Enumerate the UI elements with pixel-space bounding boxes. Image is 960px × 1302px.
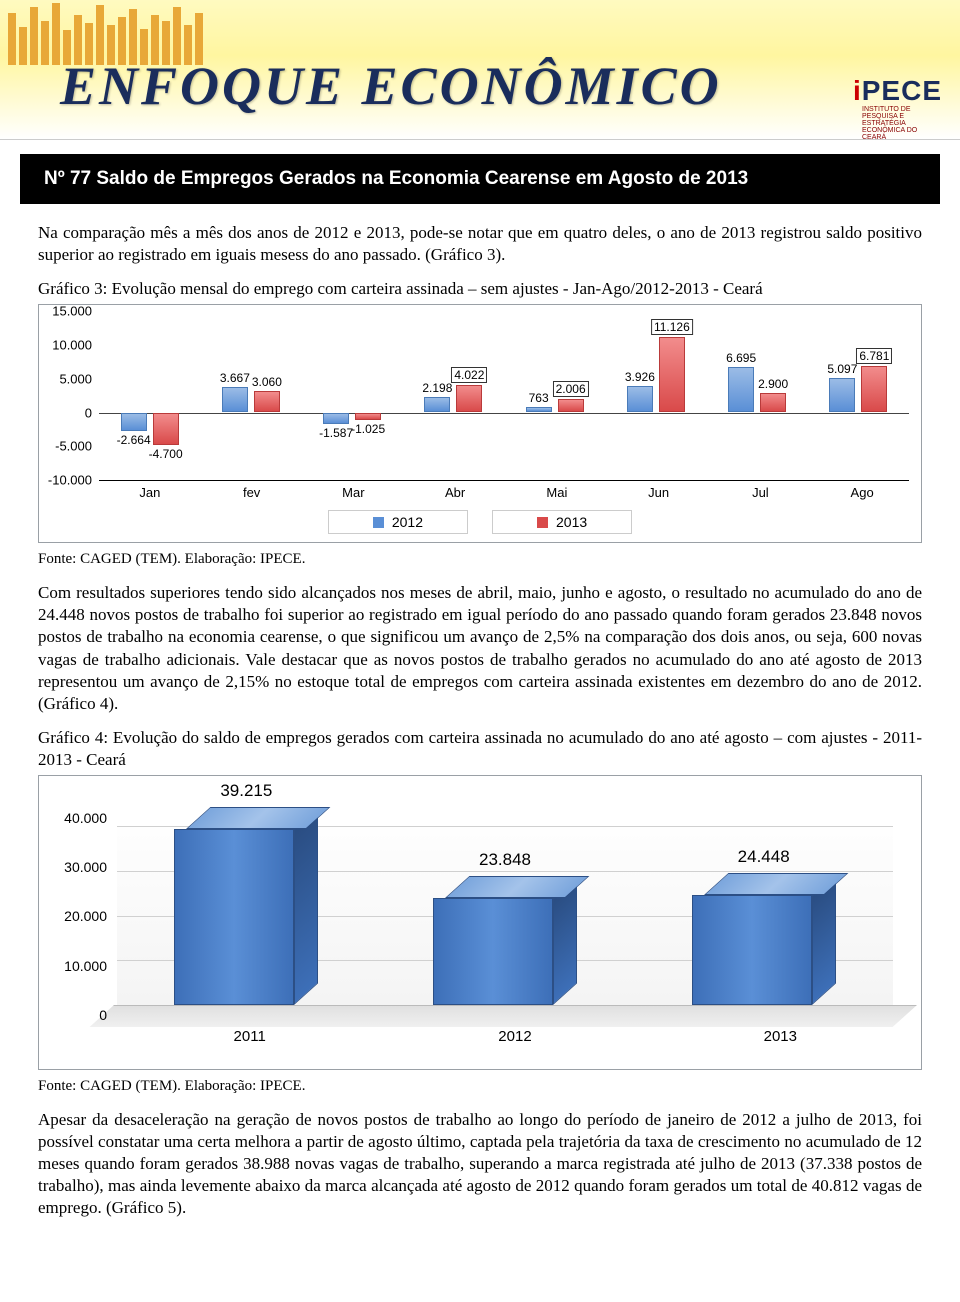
chart4-floor [90,1005,917,1027]
chart3-caption: Gráfico 3: Evolução mensal do emprego co… [38,278,922,300]
banner-title: ENFOQUE ECONÔMICO [60,55,722,117]
ipece-logo-subtitle: INSTITUTO DE PESQUISA E ESTRATÉGIA ECONÔ… [862,106,942,141]
chart3-x-axis-labels: JanfevMarAbrMaiJunJulAgo [99,485,913,500]
ipece-logo: iPECE [853,75,942,107]
chart3-y-axis-labels: 15.00010.0005.0000-5.000-10.000 [44,311,96,480]
legend-item-2012: 2012 [328,510,468,534]
page-header: ENFOQUE ECONÔMICO iPECE INSTITUTO DE PES… [0,0,960,140]
chart3-legend: 2012 2013 [47,510,913,534]
legend-label-2013: 2013 [556,514,587,530]
chart3-source: Fonte: CAGED (TEM). Elaboração: IPECE. [38,551,922,568]
chart3-plot: 15.00010.0005.0000-5.000-10.000 -2.664-4… [99,311,909,481]
chart4-x-axis-labels: 201120122013 [117,1028,913,1045]
paragraph-1: Na comparação mês a mês dos anos de 2012… [38,222,922,266]
paragraph-2: Com resultados superiores tendo sido alc… [38,582,922,715]
legend-item-2013: 2013 [492,510,632,534]
legend-swatch-2012 [373,517,384,528]
document-body: Na comparação mês a mês dos anos de 2012… [0,204,960,1256]
paragraph-3: Apesar da desaceleração na geração de no… [38,1109,922,1219]
legend-label-2012: 2012 [392,514,423,530]
chart4-plot: 40.00030.00020.00010.0000 39.21523.84824… [117,826,893,1006]
chart4-y-axis-labels: 40.00030.00020.00010.0000 [47,818,113,1015]
chart4-source: Fonte: CAGED (TEM). Elaboração: IPECE. [38,1078,922,1095]
chart4-caption: Gráfico 4: Evolução do saldo de empregos… [38,727,922,771]
document-subtitle-strip: Nº 77 Saldo de Empregos Gerados na Econo… [20,154,940,204]
chart3-container: 15.00010.0005.0000-5.000-10.000 -2.664-4… [38,304,922,543]
chart3-zero-line [99,413,909,414]
legend-swatch-2013 [537,517,548,528]
chart4-container: 40.00030.00020.00010.0000 39.21523.84824… [38,775,922,1070]
